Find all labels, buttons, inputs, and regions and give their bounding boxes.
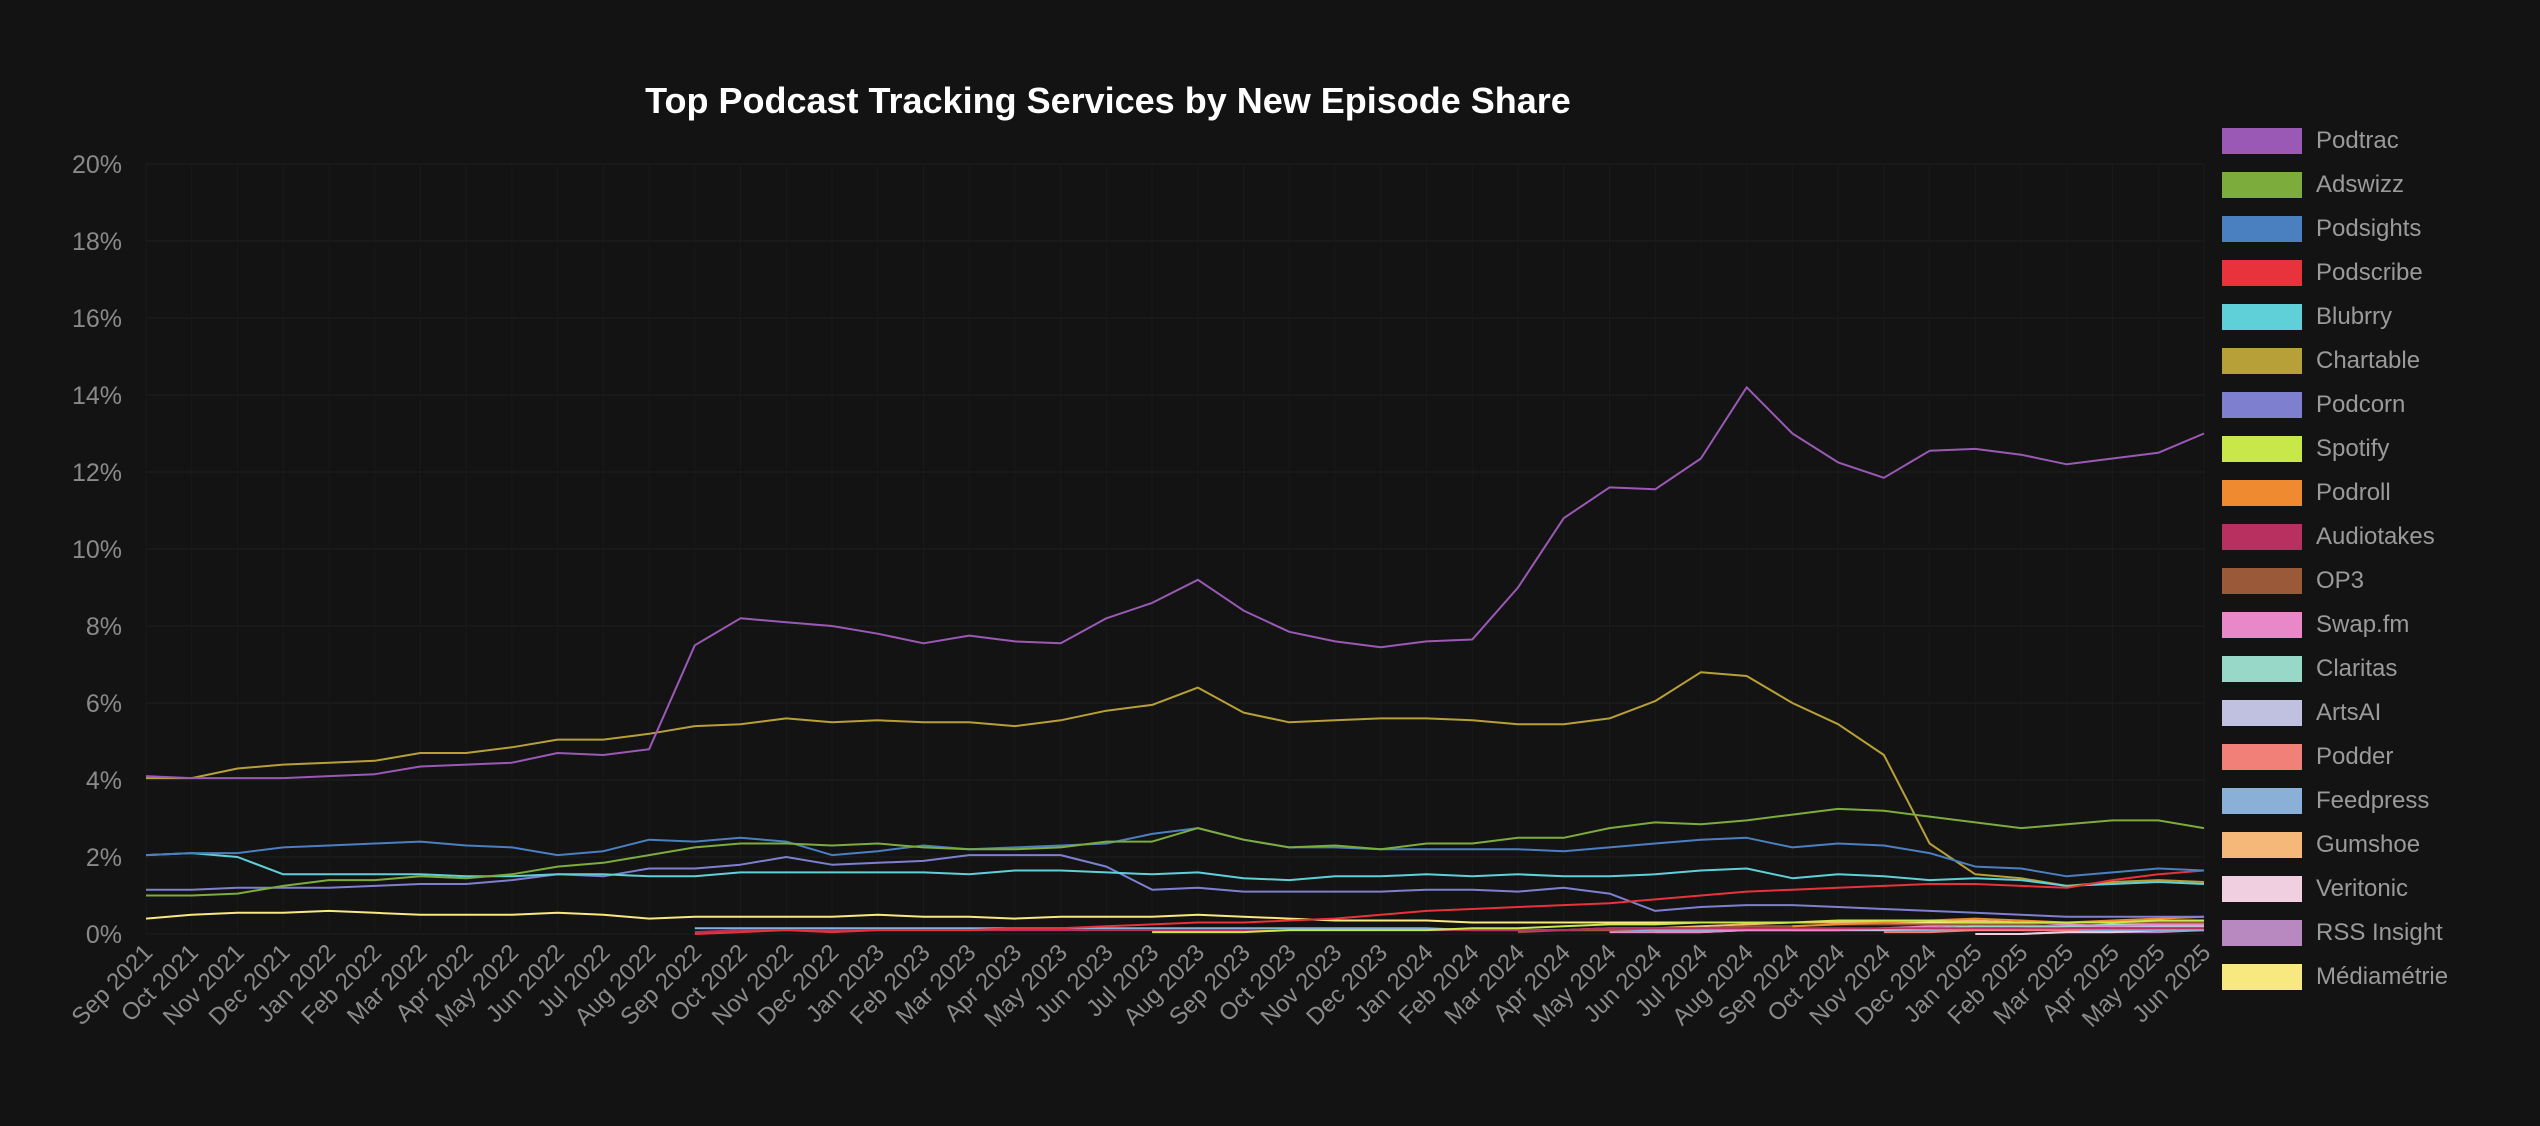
legend-label: Blubrry bbox=[2316, 303, 2393, 330]
legend-label: Feedpress bbox=[2316, 787, 2430, 814]
legend-swatch bbox=[2222, 656, 2302, 682]
y-tick-label: 2% bbox=[86, 844, 122, 872]
y-tick-label: 8% bbox=[86, 613, 122, 641]
series-line-adswizz bbox=[146, 807, 2205, 897]
chart-title: Top Podcast Tracking Services by New Epi… bbox=[645, 80, 1571, 121]
legend-label: Podder bbox=[2316, 743, 2394, 770]
y-tick-label: 18% bbox=[72, 228, 122, 256]
legend-swatch bbox=[2222, 348, 2302, 374]
legend-swatch bbox=[2222, 392, 2302, 418]
legend-label: Gumshoe bbox=[2316, 831, 2421, 858]
legend-item[interactable]: Podsights bbox=[2222, 214, 2522, 244]
legend-swatch bbox=[2222, 260, 2302, 286]
legend-swatch bbox=[2222, 568, 2302, 594]
legend-swatch bbox=[2222, 876, 2302, 902]
legend-item[interactable]: Spotify bbox=[2222, 434, 2522, 464]
series-line-blubrry bbox=[145, 852, 2205, 887]
legend-swatch bbox=[2222, 216, 2302, 242]
legend-item[interactable]: Adswizz bbox=[2222, 170, 2522, 200]
legend-item[interactable]: Podcorn bbox=[2222, 390, 2522, 420]
y-tick-label: 16% bbox=[72, 305, 122, 333]
y-tick-label: 12% bbox=[72, 459, 122, 487]
legend-swatch bbox=[2222, 172, 2302, 198]
legend-label: Podcorn bbox=[2316, 391, 2406, 418]
y-tick-label: 14% bbox=[72, 382, 122, 410]
legend-swatch bbox=[2222, 744, 2302, 770]
y-tick-label: 0% bbox=[86, 921, 122, 949]
legend-swatch bbox=[2222, 128, 2302, 154]
line-chart: 0% 2% 4% 6% 8% 10% 12% 14% 16% 18% 20% Sep 2021Oct… bbox=[66, 151, 2216, 1033]
legend-label: Médiamétrie bbox=[2316, 963, 2449, 990]
legend-item[interactable]: RSS Insight bbox=[2222, 918, 2522, 948]
legend-label: Podroll bbox=[2316, 479, 2391, 506]
legend-item[interactable]: Podtrac bbox=[2222, 126, 2522, 156]
series-line-spotify bbox=[1152, 919, 2204, 934]
legend-label: Claritas bbox=[2316, 655, 2398, 682]
legend-swatch bbox=[2222, 524, 2302, 550]
legend-item[interactable]: Veritonic bbox=[2222, 874, 2522, 904]
legend-label: Podscribe bbox=[2316, 259, 2423, 286]
legend-swatch bbox=[2222, 436, 2302, 462]
legend-item[interactable]: Feedpress bbox=[2222, 786, 2522, 816]
legend-item[interactable]: Audiotakes bbox=[2222, 522, 2522, 552]
legend-swatch bbox=[2222, 788, 2302, 814]
legend-swatch bbox=[2222, 920, 2302, 946]
legend-item[interactable]: Blubrry bbox=[2222, 302, 2522, 332]
legend-label: Adswizz bbox=[2316, 171, 2405, 198]
legend-swatch bbox=[2222, 612, 2302, 638]
legend-label: Veritonic bbox=[2316, 875, 2409, 902]
legend-item[interactable]: Chartable bbox=[2222, 346, 2522, 376]
legend-swatch bbox=[2222, 700, 2302, 726]
legend-label: Podsights bbox=[2316, 215, 2422, 242]
y-tick-label: 20% bbox=[72, 151, 122, 179]
legend-label: Audiotakes bbox=[2316, 523, 2435, 550]
legend-item[interactable]: Swap.fm bbox=[2222, 610, 2522, 640]
y-tick-label: 4% bbox=[86, 767, 122, 795]
legend-item[interactable]: Podscribe bbox=[2222, 258, 2522, 288]
series-line-podtrac bbox=[145, 386, 2205, 780]
y-axis: 0% 2% 4% 6% 8% 10% 12% 14% 16% 18% 20% bbox=[72, 151, 122, 949]
legend-swatch bbox=[2222, 304, 2302, 330]
y-tick-label: 10% bbox=[72, 536, 122, 564]
series-line-podscribe bbox=[694, 869, 2205, 935]
legend-swatch bbox=[2222, 480, 2302, 506]
legend-swatch bbox=[2222, 832, 2302, 858]
legend-label: OP3 bbox=[2316, 567, 2365, 594]
legend-item[interactable]: Médiamétrie bbox=[2222, 962, 2522, 992]
y-tick-label: 6% bbox=[86, 690, 122, 718]
legend-label: Swap.fm bbox=[2316, 611, 2410, 638]
legend-item[interactable]: Claritas bbox=[2222, 654, 2522, 684]
series-lines bbox=[145, 386, 2205, 935]
legend-item[interactable]: Podder bbox=[2222, 742, 2522, 772]
series-line-podcorn bbox=[146, 854, 2204, 918]
legend-label: Chartable bbox=[2316, 347, 2421, 374]
legend-label: ArtsAI bbox=[2316, 699, 2382, 726]
series-line-podroll bbox=[1792, 915, 2205, 928]
legend-label: Podtrac bbox=[2316, 127, 2399, 154]
legend-label: Spotify bbox=[2316, 435, 2390, 462]
legend-item[interactable]: ArtsAI bbox=[2222, 698, 2522, 728]
legend-item[interactable]: OP3 bbox=[2222, 566, 2522, 596]
legend-swatch bbox=[2222, 964, 2302, 990]
series-line-podsights bbox=[145, 827, 2205, 878]
grid bbox=[145, 163, 2205, 935]
legend-label: RSS Insight bbox=[2316, 919, 2443, 946]
legend-item[interactable]: Podroll bbox=[2222, 478, 2522, 508]
series-line-chartable bbox=[146, 671, 2205, 887]
legend-item[interactable]: Gumshoe bbox=[2222, 830, 2522, 860]
